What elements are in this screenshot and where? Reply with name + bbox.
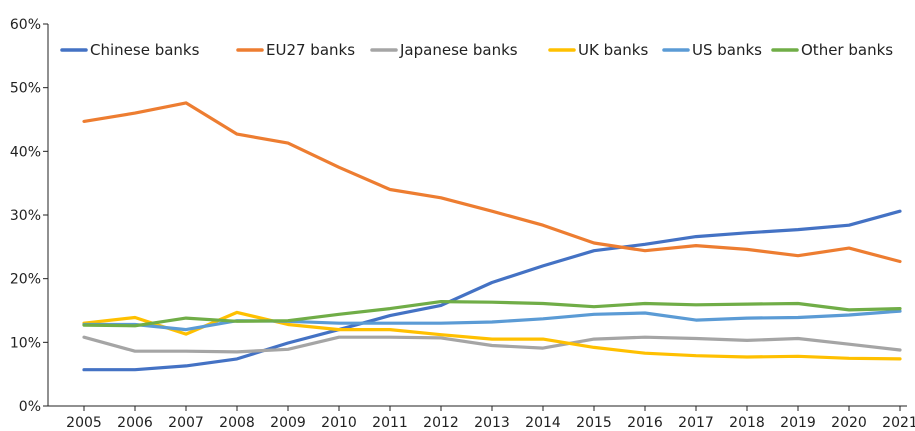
x-tick-label: 2010	[321, 415, 357, 431]
x-tick-label: 2012	[423, 415, 459, 431]
series-line-chinese-banks	[82, 209, 902, 372]
legend-label-japanese-banks: Japanese banks	[399, 41, 518, 59]
y-tick-label: 10%	[10, 335, 41, 351]
x-tick-label: 2011	[372, 415, 408, 431]
legend-label-other-banks: Other banks	[801, 41, 893, 59]
y-tick-label: 20%	[10, 272, 41, 288]
y-tick-label: 50%	[10, 81, 41, 97]
series-line-japanese-banks	[82, 335, 902, 354]
series-line-other-banks	[82, 300, 902, 328]
legend-label-us-banks: US banks	[692, 41, 762, 59]
x-tick-label: 2019	[780, 415, 816, 431]
legend-label-eu27-banks: EU27 banks	[266, 41, 355, 59]
y-tick-label: 40%	[10, 144, 41, 160]
axes: 0% 10% 20% 30% 40% 50% 60% 2005 2006 2007 2008 2009…	[10, 17, 915, 431]
x-tick-label: 2017	[678, 415, 714, 431]
series-line-us-banks	[82, 309, 902, 332]
x-tick-label: 2006	[117, 415, 153, 431]
x-tick-label: 2018	[729, 415, 765, 431]
x-tick-label: 2009	[270, 415, 306, 431]
x-tick-label: 2021	[882, 415, 915, 431]
x-tick-label: 2014	[525, 415, 561, 431]
legend: Chinese banks EU27 banks Japanese banks UK …	[60, 41, 893, 59]
x-tick-label: 2005	[66, 415, 102, 431]
x-tick-label: 2007	[168, 415, 204, 431]
x-tick-label: 2013	[474, 415, 510, 431]
x-tick-label: 2008	[219, 415, 255, 431]
x-tick-label: 2016	[627, 415, 663, 431]
series-line-eu27-banks	[82, 101, 902, 264]
series-lines	[82, 101, 902, 372]
x-tick-label: 2020	[831, 415, 867, 431]
y-tick-label: 60%	[10, 17, 41, 33]
legend-label-chinese-banks: Chinese banks	[90, 41, 200, 59]
y-tick-label: 30%	[10, 208, 41, 224]
x-tick-label: 2015	[576, 415, 612, 431]
legend-label-uk-banks: UK banks	[578, 41, 648, 59]
y-tick-label: 0%	[19, 399, 41, 415]
